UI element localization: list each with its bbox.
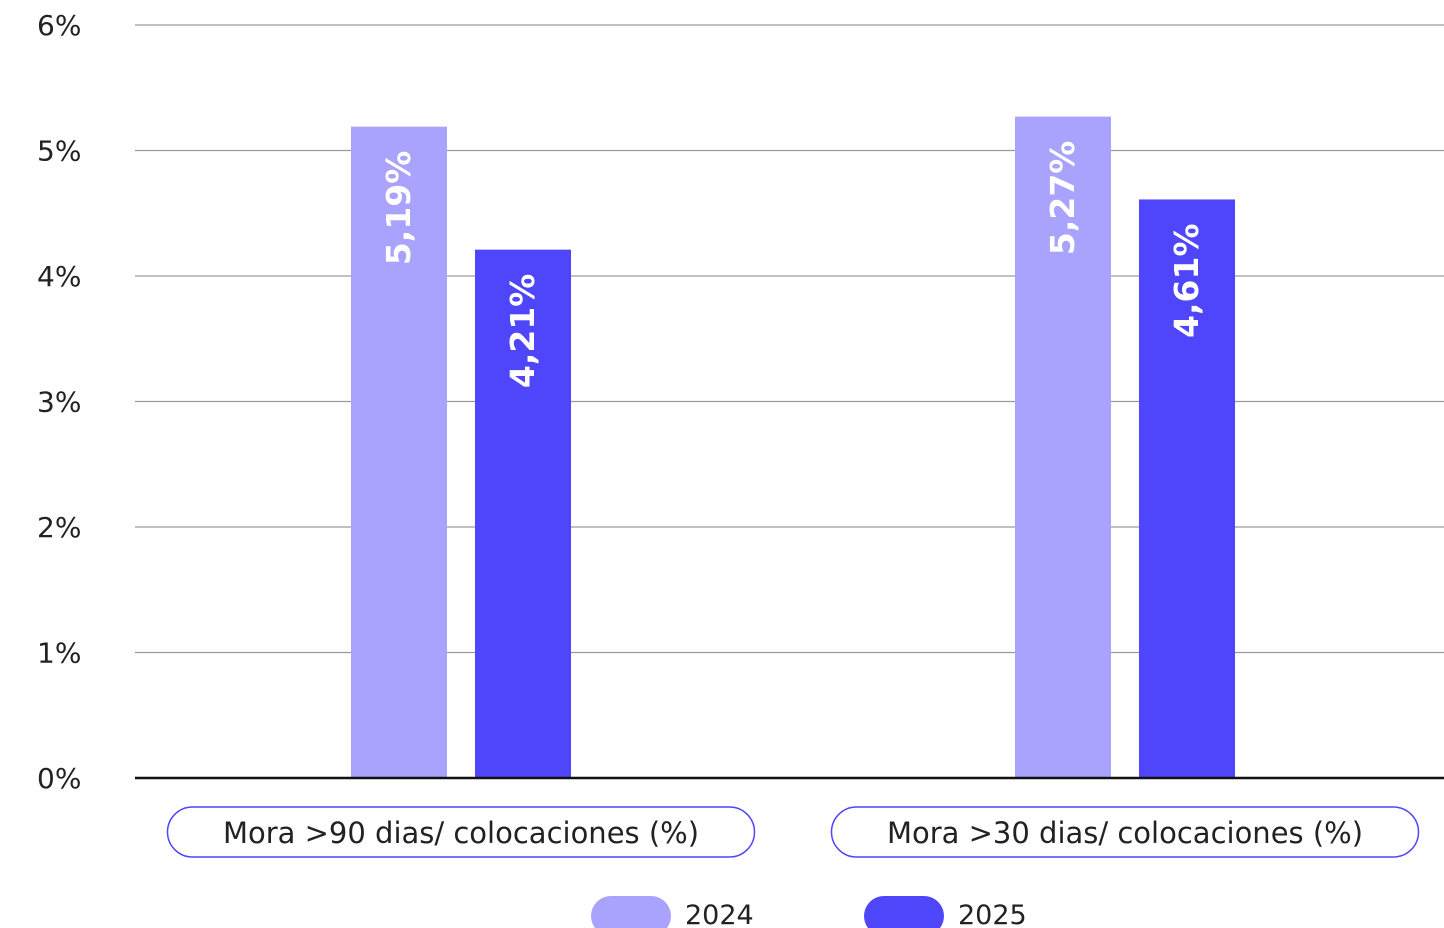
legend-swatch-2024 xyxy=(591,896,671,928)
legend: 2024 2025 xyxy=(591,896,1027,928)
bar-2024-cat0 xyxy=(351,126,447,778)
category-label-1: Mora >30 dias/ colocaciones (%) xyxy=(887,816,1363,850)
data-label-2024-cat1: 5,27% xyxy=(1043,141,1082,256)
data-label-2025-cat0: 4,21% xyxy=(503,274,542,389)
data-label-2024-cat0: 5,19% xyxy=(379,151,418,266)
legend-label-2025: 2025 xyxy=(958,900,1027,928)
y-tick-label-0: 0% xyxy=(37,762,81,795)
gridlines xyxy=(135,24,1444,654)
category-label-0: Mora >90 dias/ colocaciones (%) xyxy=(223,816,699,850)
y-axis: 0% 1% 2% 3% 4% 5% 6% xyxy=(37,9,81,795)
y-tick-label-5: 5% xyxy=(37,135,81,168)
legend-swatch-2025 xyxy=(864,896,944,928)
bar-2025-cat0 xyxy=(475,249,571,778)
y-tick-label-3: 3% xyxy=(37,386,81,419)
category-pill-1 xyxy=(830,806,1420,858)
bar-2025-cat1 xyxy=(1139,199,1235,778)
category-pill-0 xyxy=(166,806,756,858)
y-tick-label-4: 4% xyxy=(37,260,81,293)
category-labels: Mora >90 dias/ colocaciones (%) Mora >30 … xyxy=(166,806,1420,858)
y-tick-label-1: 1% xyxy=(37,637,81,670)
y-tick-label-6: 6% xyxy=(37,9,81,42)
bar-2024-cat1 xyxy=(1015,116,1111,779)
legend-label-2024: 2024 xyxy=(685,900,754,928)
bars: 5,19% 4,21% 5,27% 4,61% xyxy=(351,116,1235,779)
y-tick-label-2: 2% xyxy=(37,511,81,544)
data-label-2025-cat1: 4,61% xyxy=(1167,223,1206,338)
